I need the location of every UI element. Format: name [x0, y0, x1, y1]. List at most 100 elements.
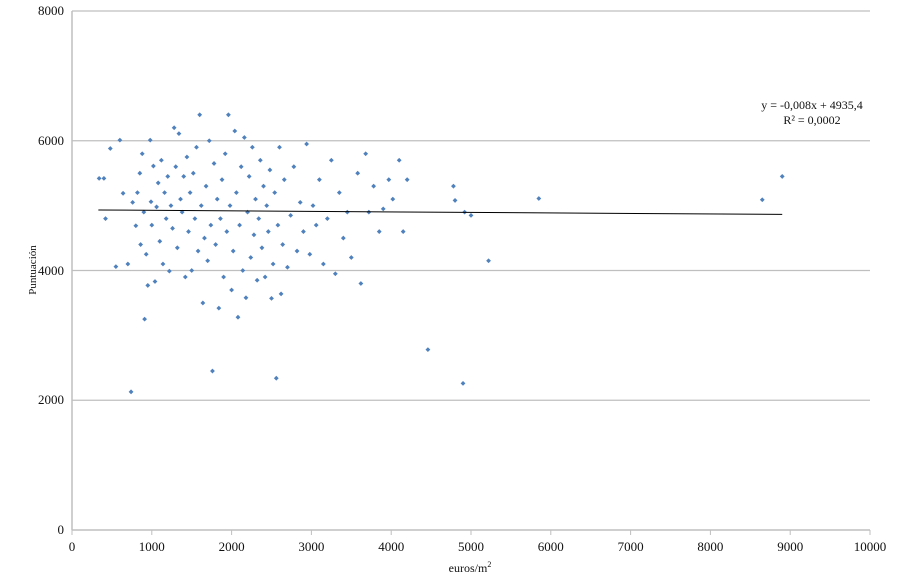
data-point: [243, 295, 249, 301]
data-point: [237, 222, 242, 228]
data-point: [344, 209, 350, 215]
data-point: [348, 255, 354, 260]
x-tick-label: 3000: [298, 539, 325, 554]
data-point: [320, 261, 326, 267]
data-point: [246, 174, 252, 179]
data-point: [162, 190, 167, 196]
data-point: [355, 170, 361, 176]
data-point: [222, 151, 228, 157]
y-axis-label: Puntuación: [27, 245, 39, 295]
y-tick-label: 2000: [38, 392, 64, 408]
x-tick-label: 4000: [378, 539, 405, 554]
data-point: [178, 196, 183, 202]
data-point: [452, 198, 458, 203]
data-point: [328, 157, 334, 163]
data-point: [133, 223, 139, 229]
data-point: [213, 242, 219, 247]
data-point: [249, 144, 255, 150]
data-point: [200, 300, 206, 306]
data-point: [267, 167, 273, 173]
data-point: [211, 161, 217, 166]
data-point: [208, 222, 214, 228]
data-point: [307, 251, 313, 257]
data-point: [269, 295, 274, 301]
data-point: [230, 248, 236, 254]
x-tick-label: 6000: [537, 539, 564, 554]
data-point: [194, 144, 199, 150]
data-point: [147, 137, 153, 143]
x-axis-label-text: euros/m2: [448, 560, 492, 575]
data-point: [173, 164, 179, 170]
data-point: [451, 183, 456, 189]
data-point: [265, 229, 271, 234]
x-axis-tick-marks: [71, 530, 871, 535]
data-point: [219, 177, 225, 183]
data-point: [294, 248, 300, 254]
x-axis-label: euros/m2: [449, 560, 492, 576]
data-point: [101, 175, 107, 181]
data-point: [205, 258, 211, 264]
data-point: [155, 180, 161, 186]
data-point: [390, 196, 396, 202]
data-point: [139, 151, 145, 157]
x-tick-label: 7000: [617, 539, 644, 554]
data-point: [245, 209, 250, 215]
data-point: [210, 368, 215, 374]
data-point: [386, 177, 392, 183]
data-point: [176, 131, 182, 137]
data-point: [113, 264, 119, 270]
x-tick-label: 1000: [138, 539, 165, 554]
data-point: [278, 291, 284, 297]
data-point: [257, 157, 263, 163]
data-point: [280, 242, 286, 247]
data-point: [235, 314, 241, 320]
data-point: [261, 183, 266, 189]
data-point: [304, 141, 310, 147]
data-point: [404, 177, 410, 183]
data-point: [285, 264, 290, 270]
data-point: [301, 229, 306, 234]
data-point: [117, 137, 123, 143]
data-point: [195, 248, 201, 254]
x-tick-label: 0: [68, 539, 76, 554]
y-tick-label: 0: [57, 522, 65, 537]
data-point: [371, 183, 377, 189]
data-point: [182, 274, 188, 280]
data-points: [96, 112, 785, 395]
data-point: [125, 261, 131, 267]
data-point: [224, 229, 230, 234]
data-point: [143, 251, 149, 257]
data-point: [313, 222, 319, 228]
data-point: [135, 190, 140, 196]
data-point: [197, 112, 203, 118]
data-point: [400, 229, 406, 234]
data-point: [273, 375, 279, 381]
data-point: [145, 283, 151, 288]
data-point: [536, 196, 542, 201]
data-point: [160, 261, 166, 267]
data-point: [214, 196, 220, 202]
data-point: [262, 274, 268, 280]
data-point: [316, 177, 322, 183]
data-point: [363, 151, 369, 157]
trendline: [98, 209, 783, 215]
data-point: [251, 232, 257, 238]
x-tick-label: 8000: [697, 539, 724, 554]
data-point: [150, 163, 156, 169]
data-point: [288, 212, 294, 218]
data-point: [324, 216, 330, 221]
data-point: [96, 175, 102, 181]
data-point: [157, 238, 163, 244]
data-point: [759, 197, 765, 203]
data-point: [310, 203, 316, 209]
data-point: [232, 128, 238, 134]
data-point: [277, 144, 282, 150]
data-point: [174, 245, 180, 251]
data-point: [107, 146, 113, 151]
data-point: [380, 206, 386, 212]
data-point: [198, 203, 204, 209]
data-point: [238, 164, 244, 170]
data-point: [259, 245, 265, 251]
data-point: [184, 154, 190, 160]
data-point: [165, 174, 171, 179]
